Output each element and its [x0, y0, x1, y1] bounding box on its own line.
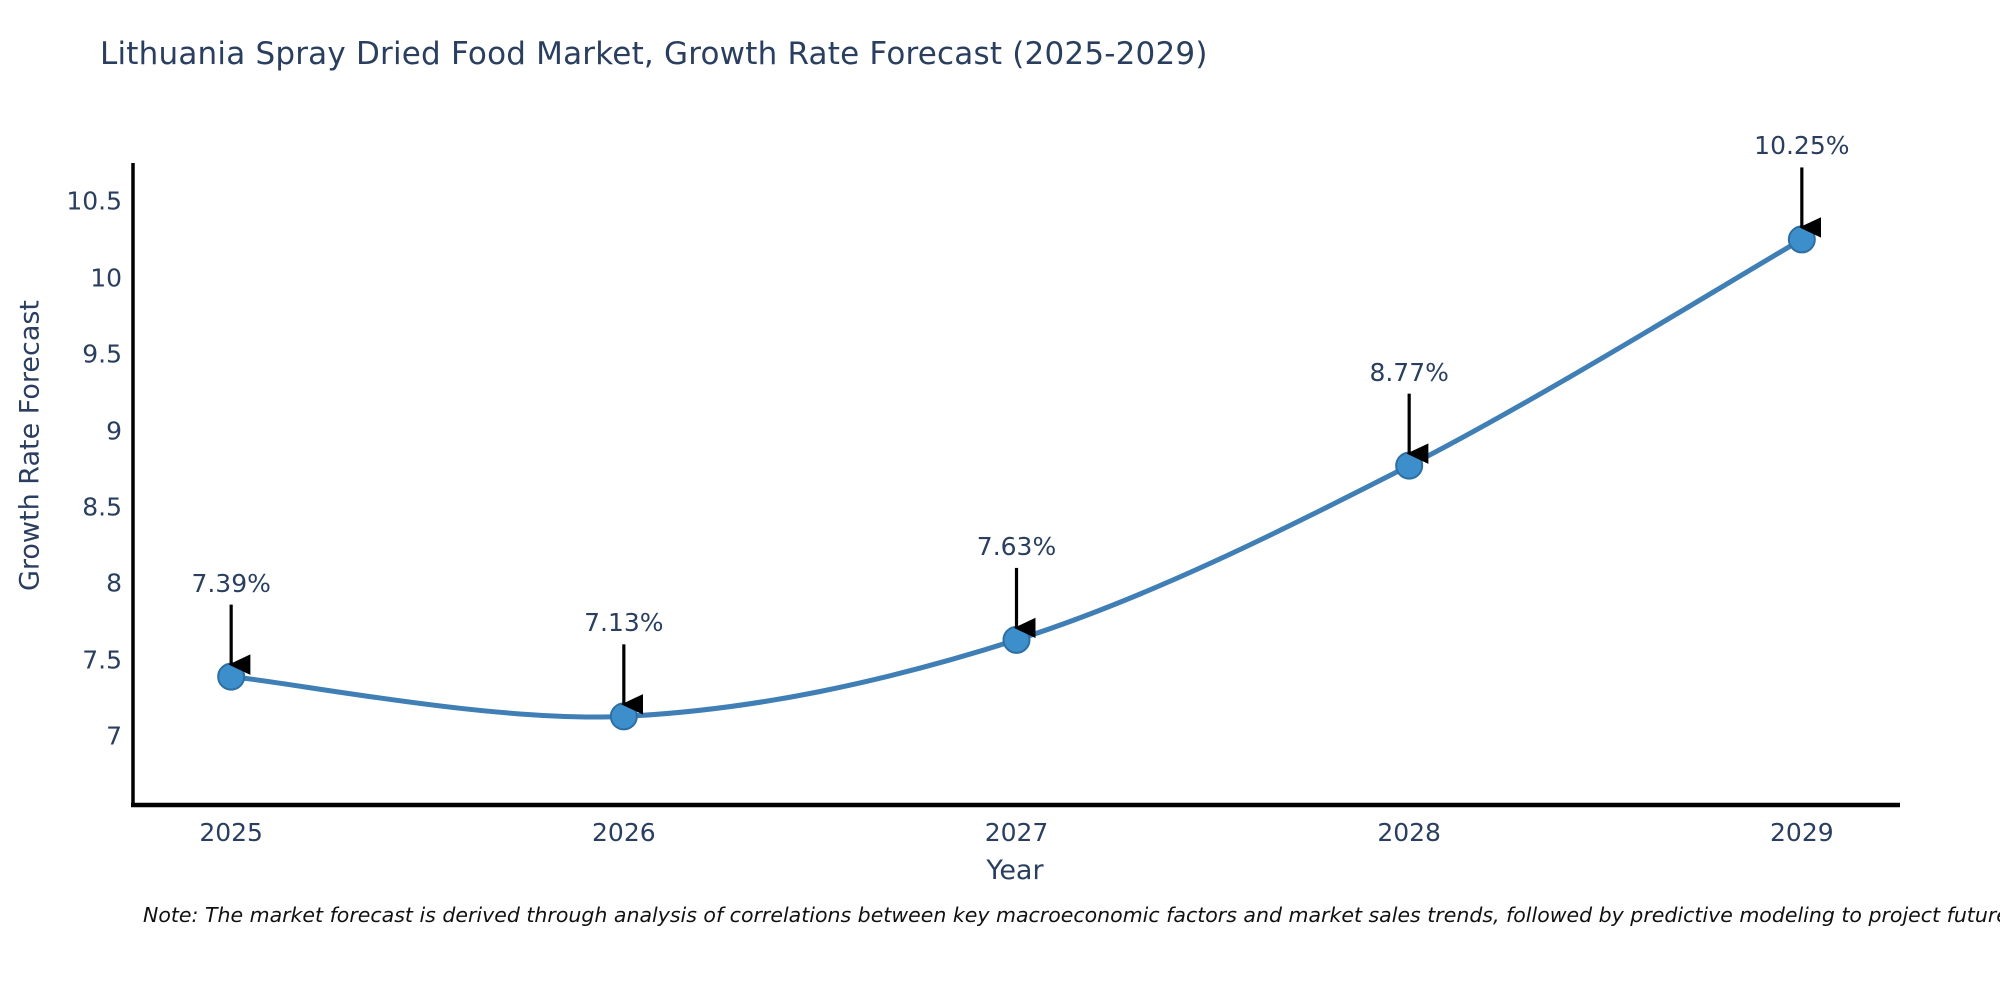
data-point-marker[interactable] [217, 662, 246, 691]
data-point-label: 8.77% [1369, 357, 1449, 387]
x-tick-label: 2027 [984, 818, 1049, 847]
y-tick-label: 10 [90, 263, 122, 293]
data-point-label: 7.63% [976, 531, 1057, 561]
data-point-marker[interactable] [1395, 451, 1424, 480]
data-point-marker[interactable] [1787, 225, 1816, 254]
chart-footnote: Note: The market forecast is derived thr… [143, 903, 2000, 927]
x-axis-title: Year [986, 855, 1044, 886]
data-point-label: 10.25% [1754, 131, 1850, 161]
y-tick-label: 10.5 [66, 186, 122, 216]
axis-lines [131, 163, 1900, 808]
x-tick-label: 2025 [199, 818, 263, 847]
data-point-marker[interactable] [609, 702, 638, 731]
x-tick-label: 2029 [1770, 818, 1834, 847]
data-point-marker[interactable] [1002, 625, 1031, 654]
y-tick-label: 7.5 [82, 645, 122, 675]
chart-title: Lithuania Spray Dried Food Market, Growt… [100, 36, 1208, 72]
data-point-label: 7.13% [584, 608, 664, 638]
x-tick-label: 2028 [1377, 818, 1441, 847]
y-tick-label: 8.5 [82, 492, 122, 522]
data-point-label: 7.39% [191, 568, 271, 598]
y-axis-tick-labels: 7 7.5 8 8.5 9 9.5 10 10.5 [0, 0, 122, 1000]
y-tick-label: 8 [106, 568, 122, 598]
annotation-arrows [228, 167, 1822, 715]
data-markers [217, 225, 1816, 731]
y-tick-label: 9.5 [82, 339, 122, 369]
x-tick-label: 2026 [592, 818, 656, 847]
y-tick-label: 7 [106, 721, 122, 751]
y-tick-label: 9 [106, 416, 122, 445]
